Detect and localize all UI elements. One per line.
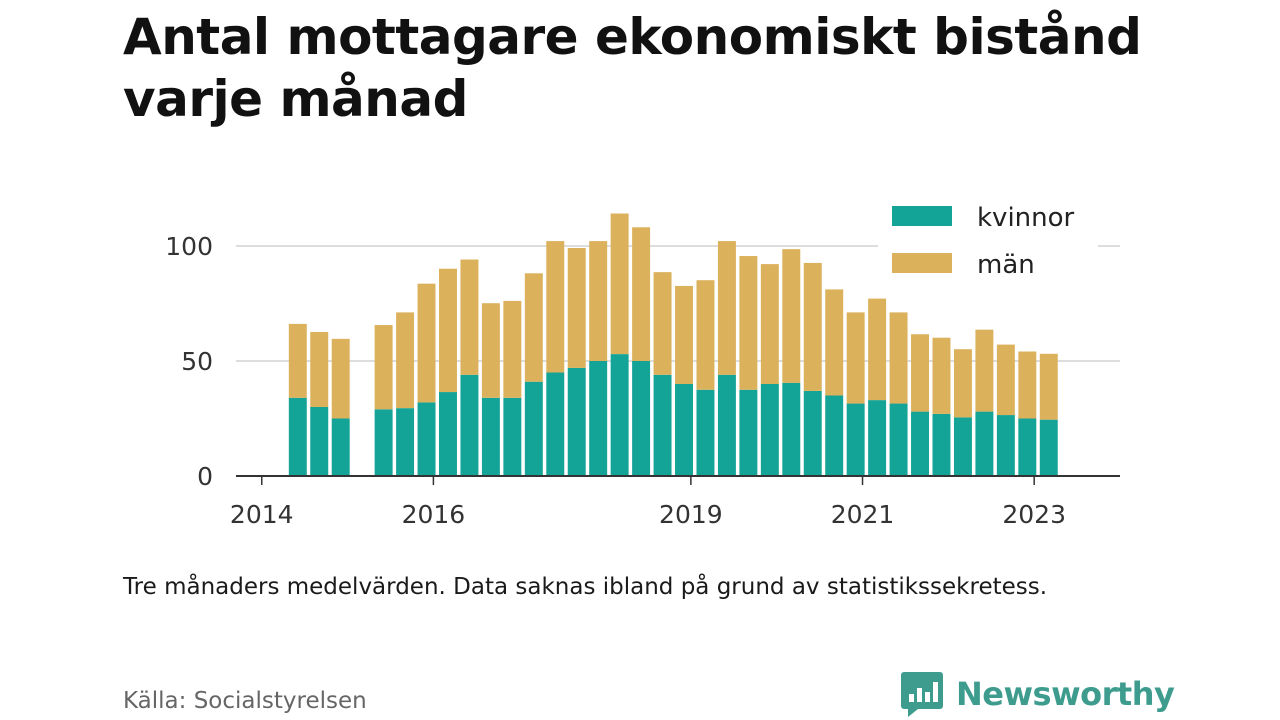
bar-kvinnor [975, 411, 994, 476]
bar-kvinnor [567, 367, 586, 476]
bar-kvinnor [524, 381, 543, 476]
bar-man [439, 268, 457, 393]
bar-kvinnor [803, 390, 822, 476]
bar-kvinnor [868, 400, 887, 476]
bar-man [760, 264, 779, 384]
bar-man [696, 280, 715, 390]
bar-man [632, 227, 651, 361]
bar-man [739, 256, 758, 390]
bar-kvinnor [460, 374, 479, 476]
bar-man [481, 303, 500, 398]
bar-kvinnor [717, 374, 736, 476]
bar-man [975, 329, 994, 412]
bar-man [653, 272, 672, 375]
bar-kvinnor [1039, 419, 1058, 476]
bar-man [846, 312, 865, 404]
bar-kvinnor [589, 361, 608, 476]
bar-kvinnor [310, 407, 329, 476]
bar-man [889, 312, 908, 404]
bar-chart: 0 50 100 2014 2016 2019 2021 2023 kvinnor män [165, 198, 1120, 529]
chart-title: Antal mottagare ekonomiskt bistånd varje… [123, 8, 1142, 128]
newsworthy-logo-icon [901, 672, 943, 717]
bar-man [782, 249, 801, 383]
bar-man [331, 338, 350, 419]
bar-man [911, 334, 930, 412]
bar-man [288, 323, 307, 398]
bar-kvinnor [825, 395, 844, 476]
x-tick-label: 2021 [831, 500, 895, 529]
bar-man [417, 283, 436, 403]
y-tick-label: 0 [197, 462, 213, 491]
legend-swatch [892, 253, 952, 273]
bar-man [610, 213, 629, 355]
x-tick-label: 2014 [230, 500, 294, 529]
bar-kvinnor [996, 415, 1015, 476]
bar-man [932, 337, 951, 414]
bar-man [460, 259, 479, 375]
bar-man [546, 241, 565, 373]
bar-kvinnor [481, 397, 500, 476]
y-tick-label: 50 [181, 347, 213, 376]
bar-man [396, 312, 415, 409]
bar-kvinnor [653, 374, 672, 476]
axes: 0 50 100 2014 2016 2019 2021 2023 [165, 232, 1120, 529]
bar-man [503, 300, 522, 398]
bar-kvinnor [632, 361, 651, 476]
bar-man [1039, 353, 1058, 420]
bar-man [825, 289, 844, 396]
bar-kvinnor [739, 389, 758, 476]
bar-man [1018, 351, 1037, 419]
bar-kvinnor [503, 397, 522, 476]
bar-kvinnor [953, 417, 972, 476]
x-tick-label: 2016 [402, 500, 466, 529]
bar-kvinnor [1018, 418, 1037, 476]
x-tick-label: 2023 [1002, 500, 1066, 529]
chart-note: Tre månaders medelvärden. Data saknas ib… [123, 574, 1048, 600]
y-tick-label: 100 [165, 232, 213, 261]
bar-kvinnor [932, 413, 951, 476]
bar-man [717, 241, 736, 375]
bar-man [310, 331, 329, 407]
brand-name: Newsworthy [956, 675, 1175, 713]
bar-kvinnor [911, 411, 930, 476]
source-credit: Källa: Socialstyrelsen [123, 688, 367, 714]
brand-logo[interactable]: Newsworthy [900, 670, 1175, 718]
bars [288, 213, 1058, 476]
bar-kvinnor [675, 384, 693, 476]
bar-kvinnor [760, 384, 779, 476]
bar-kvinnor [610, 354, 629, 476]
bar-man [567, 248, 586, 368]
bar-kvinnor [374, 409, 393, 476]
bar-man [996, 344, 1015, 416]
bar-man [868, 298, 887, 401]
legend-label: kvinnor [977, 203, 1075, 233]
bar-kvinnor [696, 389, 715, 476]
bar-kvinnor [331, 418, 350, 476]
bar-kvinnor [782, 382, 801, 476]
bar-kvinnor [439, 392, 457, 476]
x-tick-label: 2019 [659, 500, 723, 529]
bar-kvinnor [846, 403, 865, 476]
bar-man [803, 262, 822, 391]
bar-kvinnor [417, 402, 436, 476]
legend-swatch [892, 206, 952, 226]
bar-man [524, 273, 543, 382]
legend: kvinnor män [878, 198, 1098, 292]
bar-kvinnor [396, 408, 415, 476]
bar-man [675, 285, 693, 384]
legend-label: män [977, 250, 1035, 280]
bar-man [374, 325, 393, 410]
bar-kvinnor [889, 403, 908, 476]
bar-man [589, 241, 608, 361]
bar-man [953, 349, 972, 418]
bar-kvinnor [546, 372, 565, 476]
bar-kvinnor [288, 397, 307, 476]
